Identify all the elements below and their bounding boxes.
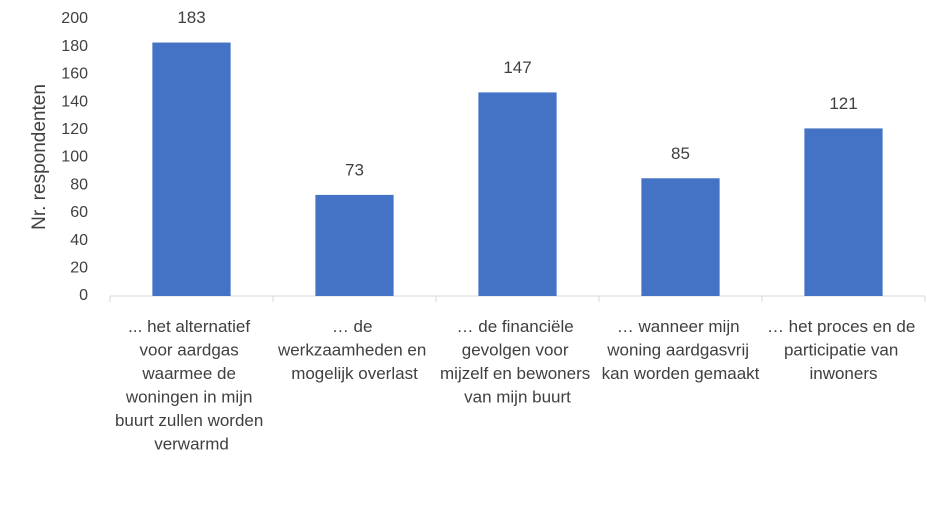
y-tick-label: 40 (70, 232, 88, 249)
bar (478, 92, 557, 296)
y-tick-label: 180 (61, 38, 88, 55)
y-tick-label: 200 (61, 10, 88, 27)
value-label: 147 (503, 58, 531, 77)
y-tick-label: 100 (61, 149, 88, 166)
y-tick-label: 140 (61, 93, 88, 110)
value-label: 183 (177, 8, 205, 27)
x-tick-label: … wanneer mijn woning aardgasvrij kan wo… (602, 317, 760, 383)
bar (315, 194, 394, 296)
y-axis-title: Nr. respondenten (29, 84, 50, 230)
x-tick-label: … de financiële gevolgen voor mijzelf en… (440, 317, 595, 407)
bar (641, 178, 720, 296)
y-tick-label: 60 (70, 204, 88, 221)
y-tick-label: 20 (70, 260, 88, 277)
y-tick-label: 0 (79, 287, 88, 304)
bar (804, 128, 883, 296)
y-tick-label: 160 (61, 66, 88, 83)
y-tick-label: 120 (61, 121, 88, 138)
value-label: 121 (829, 94, 857, 113)
x-tick-label: … de werkzaamheden en mogelijk overlast (277, 317, 431, 383)
bar (152, 42, 231, 296)
value-label: 73 (345, 160, 364, 179)
y-tick-label: 80 (70, 176, 88, 193)
x-tick-label: … het proces en de participatie van inwo… (767, 317, 920, 383)
x-tick-label: ... het alternatief voor aardgas waarmee… (115, 317, 268, 454)
value-label: 85 (671, 144, 690, 163)
